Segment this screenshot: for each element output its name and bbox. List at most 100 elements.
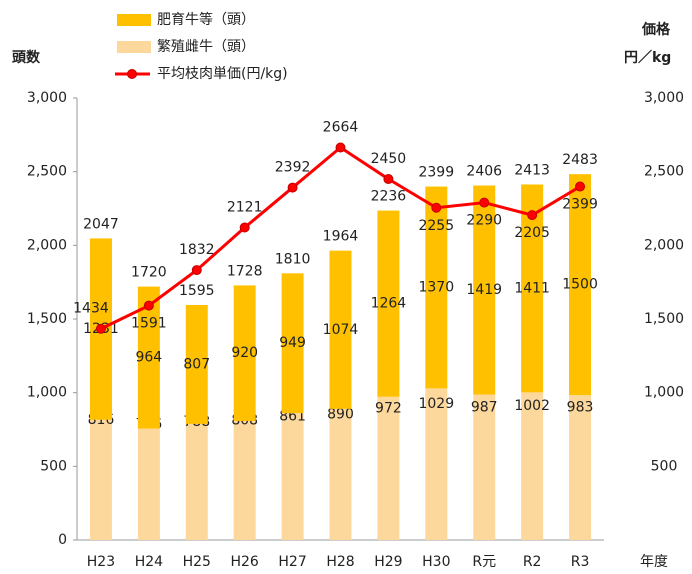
bar-segment	[89, 419, 112, 540]
y2-tick-label: 1,000	[644, 385, 684, 401]
total-label: 1595	[179, 283, 215, 299]
total-label: 2413	[514, 162, 550, 178]
total-label: 1720	[131, 265, 167, 281]
legend-label: 平均枝肉単価(円/kg)	[157, 66, 288, 82]
y2-axis-title: 価格	[641, 21, 671, 38]
line-label: 1832	[179, 242, 215, 258]
bar-label: 1500	[562, 277, 598, 293]
bar-label: 920	[231, 345, 258, 361]
y-tick-label: 2,500	[27, 164, 67, 180]
bar-segment	[521, 392, 544, 540]
y2-tick-label: 1,500	[644, 311, 684, 327]
x-tick-label: H23	[87, 554, 115, 570]
line-label: 2392	[275, 160, 311, 176]
x-tick-label: H28	[326, 554, 354, 570]
line-marker	[575, 181, 586, 192]
x-tick-label: R3	[571, 554, 590, 570]
legend-label: 肥育牛等（頭）	[157, 11, 255, 28]
bar-label: 1264	[371, 296, 407, 312]
bar-segment	[329, 408, 352, 540]
line-marker	[239, 222, 250, 233]
bar-label: 1074	[323, 322, 359, 338]
bar-label: 1370	[418, 279, 454, 295]
line-label: 2399	[562, 197, 598, 213]
bar-segment	[233, 420, 256, 540]
x-tick-label: R2	[523, 554, 542, 570]
x-tick-label: H29	[374, 554, 402, 570]
bar-label: 1029	[418, 396, 454, 412]
y-tick-label: 1,500	[27, 311, 67, 327]
bar-segment	[569, 395, 592, 540]
bar-segment	[281, 413, 304, 540]
y2-tick-label: 2,000	[644, 237, 684, 253]
bar-label: 890	[327, 406, 354, 422]
bar-segment	[185, 305, 208, 424]
line-marker	[287, 182, 298, 193]
line-label: 2255	[418, 218, 454, 234]
line-label: 2121	[227, 200, 263, 216]
bar-segment	[521, 184, 544, 393]
line-marker	[479, 197, 490, 208]
y2-tick-label: 500	[651, 458, 678, 474]
legend-swatch	[117, 41, 151, 53]
line-marker	[191, 265, 202, 276]
x-tick-label: H26	[231, 554, 259, 570]
x-tick-label: H24	[135, 554, 163, 570]
total-label: 2236	[371, 189, 407, 205]
line-label: 2664	[323, 120, 359, 136]
line-marker	[95, 323, 106, 334]
line-label: 2205	[514, 225, 550, 241]
bar-segment	[281, 273, 304, 414]
total-label: 1964	[323, 229, 359, 245]
x-axis-title: 年度	[640, 554, 668, 570]
total-label: 2483	[562, 152, 598, 168]
bar-label: 1411	[514, 280, 550, 296]
bar-label: 964	[135, 350, 162, 366]
line-label: 2290	[466, 213, 502, 229]
bar-segment	[569, 174, 592, 396]
y-tick-label: 1,000	[27, 385, 67, 401]
total-label: 2047	[83, 216, 119, 232]
bar-segment	[233, 285, 256, 421]
bar-label: 949	[279, 335, 306, 351]
y-axis-title: 頭数	[12, 49, 41, 66]
y2-axis-title: 円／kg	[624, 50, 671, 66]
bar-label: 987	[471, 399, 498, 415]
total-label: 1810	[275, 251, 311, 267]
bar-segment	[377, 210, 400, 397]
line-label: 1591	[131, 316, 167, 332]
legend-marker	[127, 69, 137, 79]
x-tick-label: H25	[183, 554, 211, 570]
line-marker	[335, 142, 346, 153]
bar-segment	[329, 250, 352, 409]
bar-label: 972	[375, 400, 402, 416]
line-marker	[383, 174, 394, 185]
y2-tick-label: 3,000	[644, 90, 684, 106]
line-label: 1434	[73, 301, 109, 317]
y2-tick-label: 2,500	[644, 164, 684, 180]
bar-label: 1419	[466, 282, 502, 298]
bar-label: 1002	[514, 398, 550, 414]
bar-segment	[425, 388, 448, 540]
total-label: 2406	[466, 164, 502, 180]
bar-segment	[137, 286, 160, 429]
line-marker	[527, 210, 538, 221]
bar-segment	[473, 394, 496, 540]
y-tick-label: 3,000	[27, 90, 67, 106]
line-marker	[143, 300, 154, 311]
bar-segment	[473, 185, 496, 395]
legend-label: 繁殖雌牛（頭）	[157, 38, 255, 55]
bar-segment	[137, 428, 160, 540]
x-tick-label: H27	[278, 554, 306, 570]
bar-label: 807	[183, 356, 210, 372]
bar-segment	[425, 186, 448, 389]
y-tick-label: 0	[58, 532, 67, 548]
line-marker	[431, 202, 442, 213]
legend-swatch	[117, 14, 151, 26]
y-tick-label: 500	[40, 458, 67, 474]
x-tick-label: H30	[422, 554, 450, 570]
total-label: 2399	[418, 165, 454, 181]
total-label: 1728	[227, 263, 263, 279]
bar-segment	[185, 423, 208, 540]
bar-segment	[377, 396, 400, 540]
